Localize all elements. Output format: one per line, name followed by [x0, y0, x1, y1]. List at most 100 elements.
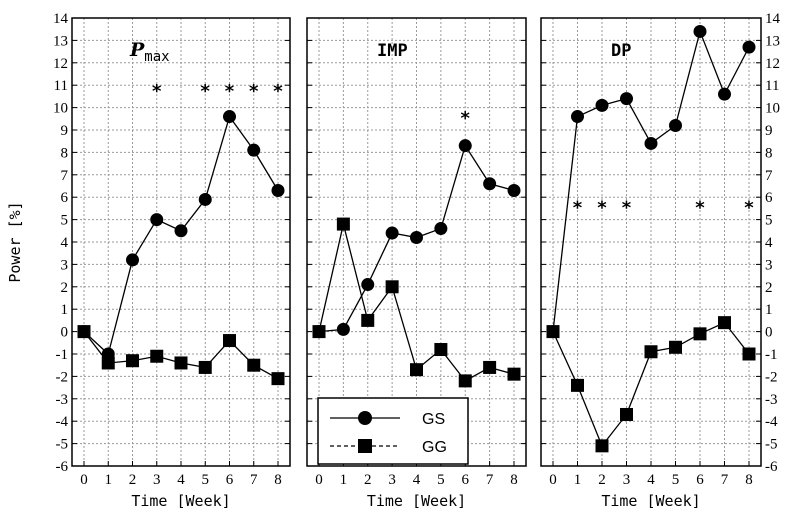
- x-tick-label: 8: [510, 472, 518, 488]
- y-tick-label-right: -3: [765, 392, 778, 408]
- y-tick-label-right: 2: [765, 280, 773, 296]
- data-point-gg: [410, 363, 423, 377]
- data-point-gs: [361, 278, 375, 292]
- data-point-gs: [693, 24, 707, 38]
- x-axis-label: Time [Week]: [367, 492, 466, 510]
- y-tick-label-right: 13: [765, 33, 780, 49]
- legend-label-gs: GS: [422, 411, 445, 428]
- y-tick-label-left: 0: [61, 325, 69, 341]
- x-tick-label: 1: [574, 472, 582, 488]
- x-tick-label: 8: [745, 472, 753, 488]
- significance-star: *: [573, 198, 583, 219]
- data-point-gg: [742, 347, 756, 361]
- data-point-gg: [223, 334, 236, 348]
- legend: GS GG: [317, 397, 469, 465]
- data-point-gg: [718, 316, 731, 330]
- panel-title: Pmax: [129, 39, 170, 65]
- x-tick-label: 2: [598, 472, 606, 488]
- data-point-gs: [223, 110, 236, 124]
- y-tick-label-right: 14: [765, 11, 781, 27]
- data-point-gs: [410, 231, 423, 245]
- y-tick-label-left: -2: [56, 369, 69, 385]
- data-point-gg: [546, 325, 560, 339]
- significance-star: *: [152, 81, 162, 102]
- y-tick-label-left: -4: [56, 414, 69, 430]
- data-point-gg: [126, 354, 139, 368]
- series-gs: [312, 139, 521, 339]
- data-point-gs: [126, 253, 139, 267]
- data-point-gs: [174, 224, 188, 238]
- data-point-gg: [150, 349, 164, 363]
- data-point-gg: [458, 374, 472, 388]
- x-tick-label: 5: [437, 472, 445, 488]
- x-tick-label: 3: [153, 472, 161, 488]
- x-tick-label: 2: [129, 472, 137, 488]
- data-point-gg: [174, 356, 188, 370]
- data-point-gs: [434, 222, 448, 236]
- y-tick-label-left: 7: [61, 168, 69, 184]
- data-point-gg: [571, 378, 584, 392]
- significance-star: *: [249, 81, 259, 102]
- x-tick-label: 8: [274, 472, 282, 488]
- x-tick-label: 0: [315, 472, 323, 488]
- y-tick-label-right: 10: [765, 101, 780, 117]
- y-tick-label-right: 8: [765, 145, 773, 161]
- data-point-gs: [742, 40, 756, 54]
- data-point-gg: [271, 372, 285, 386]
- x-tick-label: 4: [647, 472, 655, 488]
- y-tick-label-right: 5: [765, 213, 773, 229]
- x-tick-label: 5: [672, 472, 680, 488]
- y-tick-label-left: 2: [61, 280, 69, 296]
- y-tick-label-right: 1: [765, 302, 773, 318]
- y-axis-label: Power [%]: [6, 201, 24, 282]
- panel-3: 0 1 2 3 4 5 6 7 8 Time [Week] DP * * * * *: [540, 17, 762, 510]
- y-tick-label-left: 9: [61, 123, 69, 139]
- y-tick-label-right: 0: [765, 325, 773, 341]
- y-tick-label-right: -6: [765, 459, 778, 475]
- significance-star: *: [744, 198, 754, 219]
- y-tick-label-left: 6: [61, 190, 69, 206]
- legend-marker-gs: [358, 411, 372, 425]
- data-point-gs: [336, 322, 350, 336]
- data-point-gs: [669, 119, 682, 133]
- data-point-gs: [571, 110, 584, 124]
- x-tick-label: 4: [177, 472, 185, 488]
- y-tick-label-left: -5: [56, 437, 69, 453]
- y-tick-label-right: 11: [765, 78, 779, 94]
- series-gg: [77, 325, 285, 386]
- data-point-gs: [718, 87, 731, 101]
- data-point-gg: [644, 345, 658, 359]
- y-tick-label-left: 3: [61, 257, 69, 273]
- y-tick-labels: -6 -6-5 -5-4 -4-3 -3-2 -2-1 -10 01 12 23 34 45 56 67 7…: [53, 11, 781, 475]
- data-point-gg: [198, 360, 212, 374]
- series-gg: [546, 316, 756, 453]
- panel-tick-marks: [72, 17, 290, 467]
- y-tick-label-left: 8: [61, 145, 69, 161]
- data-point-gg: [312, 325, 326, 339]
- data-point-gg: [77, 325, 91, 339]
- significance-star: *: [622, 198, 632, 219]
- data-point-gs: [198, 192, 212, 206]
- data-point-gs: [483, 177, 497, 191]
- data-point-gs: [385, 226, 399, 240]
- x-axis-label: Time [Week]: [601, 492, 700, 510]
- significance-star: *: [201, 81, 211, 102]
- data-point-gg: [247, 358, 261, 372]
- series-gg: [312, 217, 521, 388]
- y-tick-label-right: 12: [765, 56, 780, 72]
- data-point-gs: [150, 213, 164, 227]
- x-tick-label: 7: [250, 472, 258, 488]
- significance-star: *: [695, 198, 705, 219]
- data-point-gg: [361, 313, 375, 327]
- legend-box: [317, 397, 469, 465]
- y-tick-label-left: 11: [54, 78, 68, 94]
- data-point-gg: [669, 340, 682, 354]
- y-tick-label-right: -5: [765, 437, 778, 453]
- x-tick-label: 3: [623, 472, 631, 488]
- x-tick-label: 1: [340, 472, 348, 488]
- y-tick-label-right: -2: [765, 369, 778, 385]
- data-point-gg: [101, 356, 115, 370]
- data-point-gg: [620, 407, 633, 421]
